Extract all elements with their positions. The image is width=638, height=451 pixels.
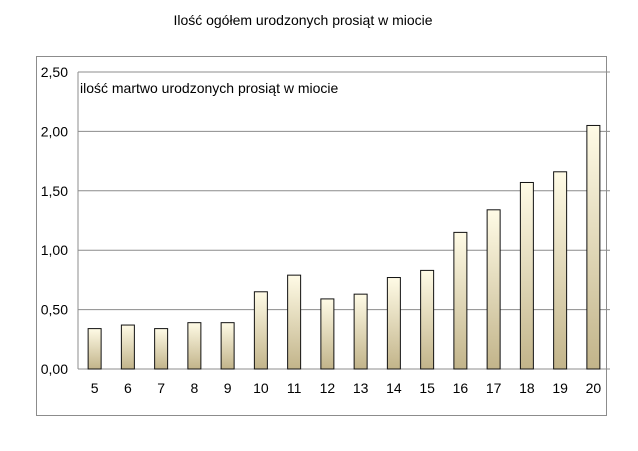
bar-16	[453, 231, 468, 370]
y-tick-label: 2,50	[41, 64, 68, 80]
bar-5	[87, 328, 102, 370]
x-tick-label: 12	[320, 380, 336, 396]
x-tick-label: 20	[586, 380, 602, 396]
x-tick-label: 13	[353, 380, 369, 396]
x-tick-label: 8	[190, 380, 198, 396]
x-tick-label: 17	[486, 380, 502, 396]
bar-8	[187, 322, 202, 370]
x-tick-label: 7	[157, 380, 165, 396]
bar-6	[120, 324, 135, 370]
x-tick-label: 19	[552, 380, 568, 396]
x-tick-label: 9	[224, 380, 232, 396]
bar-13	[353, 293, 368, 370]
bar-7	[154, 328, 169, 370]
bar-19	[553, 171, 568, 370]
bar-20	[586, 124, 601, 370]
x-tick-label: 10	[253, 380, 269, 396]
x-tick-label: 15	[419, 380, 435, 396]
y-axis-label: ilość martwo urodzonych prosiąt w miocie	[80, 80, 339, 96]
x-tick-label: 16	[453, 380, 469, 396]
chart-title: Ilość ogółem urodzonych prosiąt w miocie	[173, 12, 433, 28]
y-tick-label: 2,00	[41, 123, 68, 139]
y-tick-label: 1,00	[41, 242, 68, 258]
bar-14	[386, 277, 401, 370]
y-tick-label: 1,50	[41, 183, 68, 199]
x-tick-label: 6	[124, 380, 132, 396]
bar-9	[220, 322, 235, 370]
x-tick-label: 11	[287, 380, 302, 396]
chart-frame	[36, 56, 607, 416]
x-tick-label: 5	[91, 380, 99, 396]
x-tick-label: 18	[519, 380, 535, 396]
bar-10	[253, 291, 268, 370]
bar-12	[320, 298, 335, 370]
bar-17	[486, 209, 501, 370]
y-tick-label: 0,00	[41, 361, 68, 377]
bar-15	[420, 269, 435, 370]
bar-11	[287, 274, 302, 370]
bar-18	[519, 181, 534, 370]
x-tick-label: 14	[386, 380, 402, 396]
y-tick-label: 0,50	[41, 302, 68, 318]
